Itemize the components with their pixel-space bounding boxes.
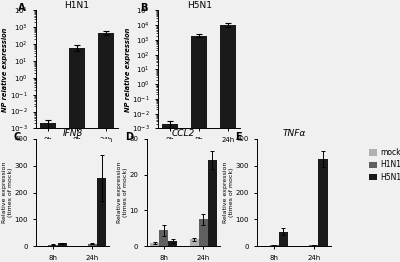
Text: D: D	[125, 132, 133, 143]
Legend: mock, H1N1, H5N1: mock, H1N1, H5N1	[369, 148, 400, 182]
Text: E: E	[235, 132, 242, 143]
Title: IFNβ: IFNβ	[63, 129, 83, 138]
Bar	[199, 220, 208, 246]
Text: B: B	[140, 3, 148, 13]
Bar	[98, 33, 114, 262]
Y-axis label: NP relative expression: NP relative expression	[2, 27, 8, 112]
Y-axis label: Relative expression
(times of mock): Relative expression (times of mock)	[2, 162, 13, 223]
Bar	[270, 245, 279, 246]
Bar	[150, 243, 159, 246]
Bar	[190, 239, 199, 246]
Bar	[69, 48, 85, 262]
Title: H1N1: H1N1	[64, 1, 89, 10]
Bar	[208, 160, 217, 246]
Title: TNFα: TNFα	[282, 129, 306, 138]
Bar	[97, 178, 106, 246]
Bar	[318, 159, 328, 246]
Bar	[40, 123, 56, 262]
Bar	[309, 245, 318, 246]
Text: A: A	[18, 3, 26, 13]
Title: CCL2: CCL2	[172, 129, 195, 138]
Bar	[88, 244, 97, 246]
Bar	[168, 241, 177, 246]
Bar	[58, 243, 67, 246]
Bar	[159, 230, 168, 246]
Bar	[191, 36, 207, 262]
Title: H5N1: H5N1	[187, 1, 212, 10]
Y-axis label: Relative expression
(times of mock): Relative expression (times of mock)	[223, 162, 234, 223]
Bar	[220, 25, 236, 262]
Bar	[279, 232, 288, 246]
Text: C: C	[14, 132, 21, 143]
Bar	[162, 124, 178, 262]
Y-axis label: Relative expression
(times of mock): Relative expression (times of mock)	[117, 162, 128, 223]
Bar	[48, 244, 58, 246]
Y-axis label: NP relative expression: NP relative expression	[125, 27, 131, 112]
